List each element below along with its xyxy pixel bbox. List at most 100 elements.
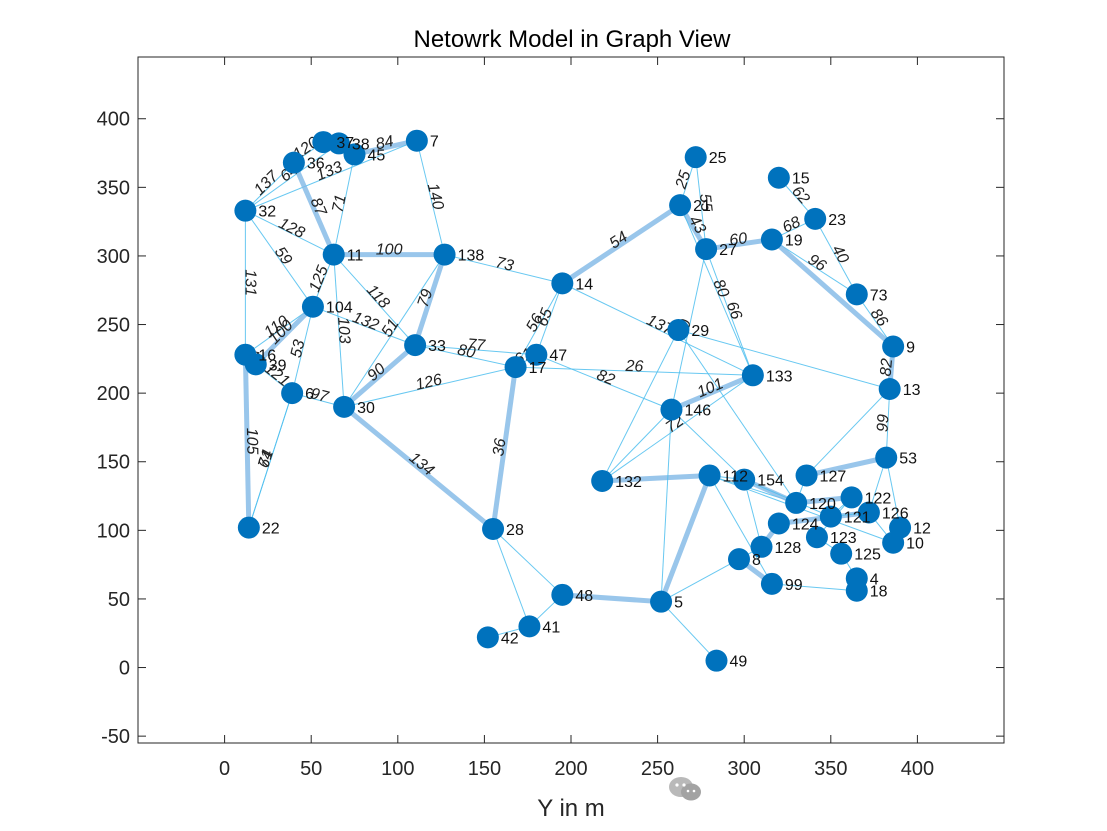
graph-node <box>767 166 790 189</box>
graph-node <box>760 572 783 595</box>
graph-edge <box>333 154 355 255</box>
graph-node <box>785 491 808 514</box>
node-id-label: 127 <box>820 468 847 485</box>
node-id-label: 39 <box>269 357 287 374</box>
x-axis-label: Y in m <box>537 795 605 822</box>
edge-weight-label: 43 <box>685 213 709 237</box>
graph-edge <box>562 592 662 605</box>
graph-edge <box>515 366 753 376</box>
edge-weight-label: 60 <box>728 230 748 249</box>
graph-edge <box>670 373 754 412</box>
edge-weight-label: 71 <box>255 448 277 470</box>
graph-edge <box>342 404 495 531</box>
graph-edge <box>560 203 682 286</box>
node-id-label: 4 <box>870 571 879 588</box>
graph-edge <box>343 254 445 408</box>
graph-node <box>889 516 912 539</box>
node-id-label: 126 <box>882 506 909 523</box>
graph-edge <box>770 237 895 349</box>
watermark <box>668 776 702 802</box>
graph-edge <box>601 329 679 482</box>
x-tick-label: 150 <box>468 758 501 780</box>
graph-node <box>830 542 853 565</box>
graph-edge <box>416 140 446 255</box>
node-id-label: 12 <box>913 521 931 538</box>
graph-node <box>684 146 707 169</box>
node-id-label: 154 <box>757 473 784 490</box>
node-id-label: 49 <box>729 654 747 671</box>
chart-title: Netowrk Model in Graph View <box>413 26 731 53</box>
node-id-label: 48 <box>575 588 593 605</box>
graph-node <box>433 243 456 266</box>
y-tick-label: 250 <box>97 315 130 337</box>
edge-weight-label: 80 <box>456 342 477 362</box>
graph-node <box>760 228 783 251</box>
graph-edge <box>415 344 516 368</box>
graph-node <box>518 615 541 638</box>
graph-node <box>343 143 366 166</box>
graph-node <box>282 151 305 174</box>
node-id-label: 8 <box>752 552 761 569</box>
graph-edge <box>660 558 740 603</box>
edge-weight-label: 53 <box>288 338 309 359</box>
node-id-label: 21 <box>693 198 711 215</box>
y-axis: -50 0 50 100 150 200 250 300 350 400 <box>97 109 1004 748</box>
edge-weight-label: 64 <box>255 448 277 470</box>
graph-edge <box>709 475 773 585</box>
graph-node <box>705 649 728 672</box>
edge-weight-label: 100 <box>376 242 403 259</box>
graph-edge <box>333 254 345 407</box>
x-tick-label: 0 <box>219 758 230 780</box>
graph-node <box>482 517 505 540</box>
x-tick-label: 200 <box>554 758 587 780</box>
edge-weight-label: 140 <box>424 182 447 212</box>
graph-edge <box>244 210 314 307</box>
node-id-label: 30 <box>357 400 375 417</box>
edge-weight-label: 66 <box>723 299 745 322</box>
edge-weight-label: 131 <box>241 269 258 296</box>
graph-node <box>404 334 427 357</box>
graph-node <box>333 395 356 418</box>
node-id-label: 45 <box>368 147 386 164</box>
node-id-label: 36 <box>307 156 325 173</box>
node-id-label: 29 <box>691 323 709 340</box>
graph-node <box>405 129 428 152</box>
graph-edge <box>814 218 858 295</box>
x-tick-label: 350 <box>814 758 847 780</box>
edge-weight-label: 77 <box>467 336 487 354</box>
graph-edge <box>602 472 710 484</box>
graph-edge <box>291 306 314 394</box>
graph-edge <box>695 157 707 250</box>
graph-edge <box>806 388 891 476</box>
graph-edge <box>245 140 418 212</box>
node-id-label: 104 <box>326 300 353 317</box>
graph-node <box>660 398 683 421</box>
graph-edge <box>444 254 563 284</box>
graph-edge <box>342 343 417 409</box>
edge-weight-label: 103 <box>334 317 353 345</box>
node-id-label: 13 <box>903 382 921 399</box>
node-id-label: 122 <box>865 490 892 507</box>
edge-weight-label: 55 <box>696 193 715 213</box>
graph-edge <box>291 161 337 256</box>
graph-edge <box>535 283 563 355</box>
node-id-label: 23 <box>828 212 846 229</box>
graph-node <box>741 364 764 387</box>
node-id-label: 18 <box>870 584 888 601</box>
node-id-label: 132 <box>615 474 642 491</box>
graph-node <box>750 535 773 558</box>
node-id-label: 47 <box>549 348 567 365</box>
graph-edge <box>245 143 340 212</box>
node-id-label: 32 <box>258 204 276 221</box>
edge-weight-label: 40 <box>828 243 852 267</box>
graph-edge <box>806 455 887 478</box>
graph-node <box>237 516 260 539</box>
graph-node <box>857 501 880 524</box>
node-id-label: 37 <box>336 135 354 152</box>
graph-edge <box>658 474 712 603</box>
graph-node <box>878 378 901 401</box>
graph-edge <box>601 374 754 482</box>
node-id-label: 120 <box>809 496 836 513</box>
graph-edge <box>248 392 293 528</box>
